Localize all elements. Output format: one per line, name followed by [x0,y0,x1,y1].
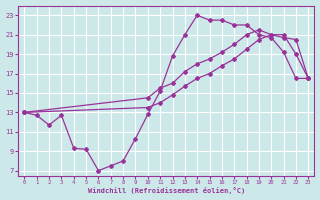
X-axis label: Windchill (Refroidissement éolien,°C): Windchill (Refroidissement éolien,°C) [88,187,245,194]
